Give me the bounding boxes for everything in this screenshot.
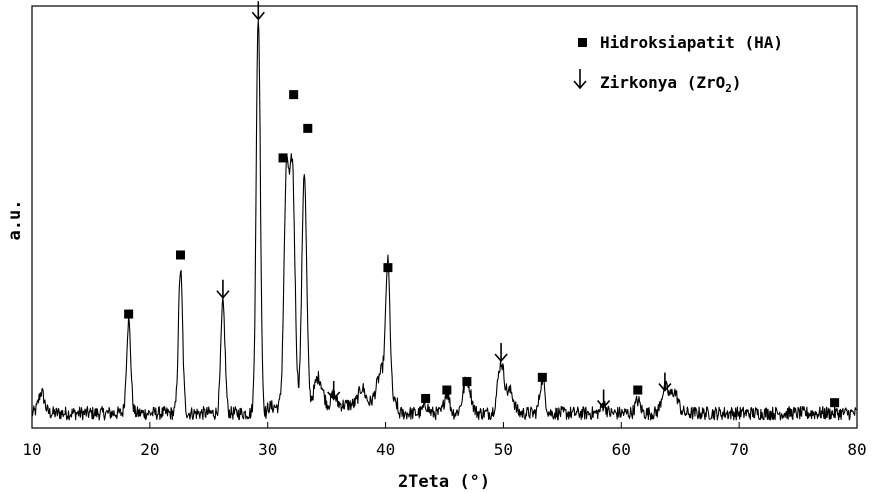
- peak-markers: [124, 1, 840, 409]
- x-axis-ticks: 10 20 30 40 50 60 70 80: [22, 422, 867, 459]
- zro2-peak-marker: [658, 372, 672, 392]
- ha-peak-marker: [442, 385, 452, 395]
- zro2-peak-marker: [216, 279, 230, 299]
- legend: Hidroksiapatit (HA) Zirkonya (ZrO2): [573, 33, 783, 95]
- zro2-peak-marker: [494, 343, 508, 363]
- ha-peak-marker: [537, 372, 547, 382]
- x-tick-label: 10: [22, 440, 41, 459]
- zro2-peak-marker: [596, 389, 611, 409]
- axes: 10 20 30 40 50 60 70 80: [22, 5, 867, 459]
- ha-peak-marker: [633, 385, 643, 395]
- x-tick-label: 40: [376, 440, 395, 459]
- legend-label-ha: Hidroksiapatit (HA): [600, 33, 783, 52]
- ha-peak-marker: [383, 263, 393, 273]
- ha-peak-marker: [303, 123, 313, 133]
- diffraction-trace: [31, 19, 858, 421]
- x-tick-label: 20: [140, 440, 159, 459]
- zro2-peak-marker: [251, 1, 265, 21]
- ha-peak-marker: [421, 393, 431, 403]
- ha-peak-marker: [289, 90, 299, 100]
- zro2-peak-marker: [327, 381, 341, 401]
- x-axis-label: 2Teta (°): [398, 472, 490, 492]
- ha-peak-marker: [830, 398, 840, 408]
- legend-label-zro2: Zirkonya (ZrO2): [600, 73, 742, 95]
- ha-peak-marker: [462, 377, 472, 387]
- y-axis-label: a.u.: [5, 200, 25, 241]
- ha-peak-marker: [176, 250, 185, 260]
- plot-frame: [31, 5, 858, 429]
- x-tick-label: 30: [258, 440, 277, 459]
- plot-area: [31, 1, 858, 421]
- legend-square-marker: [578, 38, 587, 47]
- ha-peak-marker: [278, 153, 288, 163]
- x-tick-label: 80: [847, 440, 866, 459]
- x-tick-label: 60: [612, 440, 631, 459]
- x-tick-label: 70: [730, 440, 749, 459]
- legend-arrow-marker: [573, 69, 587, 90]
- x-tick-label: 50: [494, 440, 513, 459]
- ha-peak-marker: [124, 309, 134, 319]
